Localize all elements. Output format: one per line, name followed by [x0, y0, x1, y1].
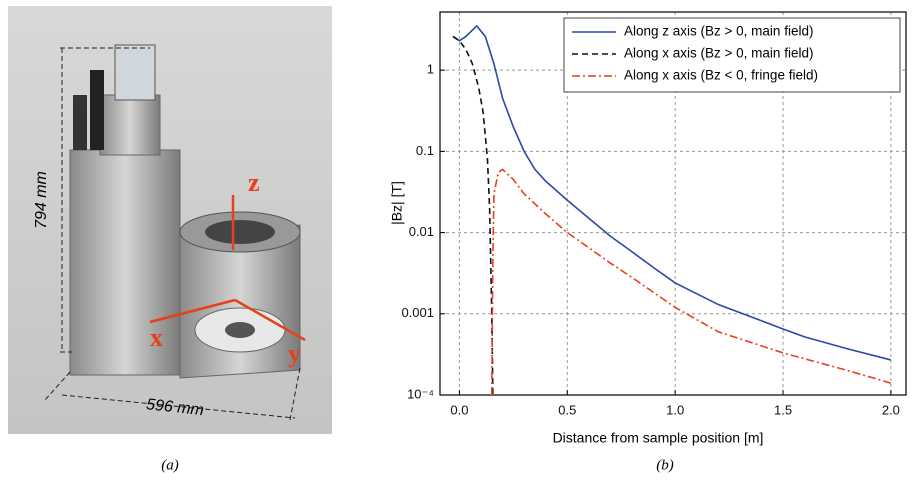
x-axis-label: Distance from sample position [m]: [553, 430, 764, 446]
data-line: [452, 24, 892, 361]
x-tick-label: 0.0: [450, 402, 468, 417]
data-line: [452, 35, 494, 396]
y-tick-label: 0.1: [416, 143, 434, 158]
caption: (a): [161, 457, 179, 473]
y-tick-label: 10⁻⁴: [407, 386, 434, 401]
x-tick-label: 2.0: [882, 402, 900, 417]
height-label: 794 mm: [33, 171, 50, 229]
axis-letter: x: [150, 323, 163, 352]
plot-frame: [439, 11, 907, 396]
legend-label: Along x axis (Bz > 0, main field): [624, 46, 813, 61]
legend-box: [563, 17, 901, 93]
x-tick-label: 0.5: [558, 402, 576, 417]
width-label: 596 mm: [145, 396, 204, 419]
x-tick-label: 1.5: [774, 402, 792, 417]
y-tick-label: 0.01: [409, 224, 434, 239]
axis-letter: z: [248, 168, 260, 197]
x-tick-label: 1.0: [666, 402, 684, 417]
y-axis-label: |Bz| [T]: [389, 181, 405, 225]
y-tick-label: 0.001: [401, 305, 434, 320]
axis-letter: y: [288, 339, 301, 368]
legend-label: Along z axis (Bz > 0, main field): [624, 24, 813, 39]
data-line: [490, 168, 892, 396]
caption: (b): [656, 457, 674, 473]
y-tick-label: 1: [427, 62, 434, 77]
photo: [8, 6, 332, 434]
legend-label: Along x axis (Bz < 0, fringe field): [624, 68, 818, 83]
